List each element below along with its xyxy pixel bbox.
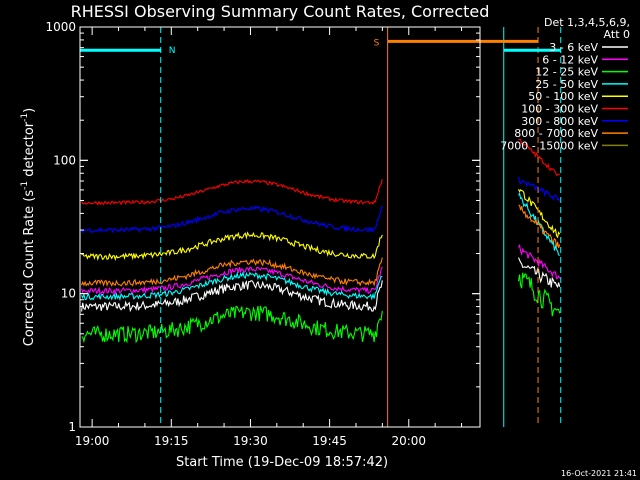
series-line-pre <box>81 266 383 296</box>
legend-label: 50 - 100 keV <box>528 90 598 103</box>
y-axis-label-part: detector <box>22 121 37 181</box>
legend-label: 3 - 6 keV <box>549 41 598 54</box>
generated-timestamp: 16-Oct-2021 21:41 <box>561 469 637 478</box>
y-axis-label-exponent: -1 <box>20 113 30 122</box>
series-line-post <box>518 138 560 177</box>
series-line-post <box>517 257 561 289</box>
series-line-pre <box>81 270 383 302</box>
series-line-post <box>518 204 561 248</box>
series-line-post <box>517 176 561 202</box>
legend-label: 6 - 12 keV <box>542 53 598 66</box>
plot-marks: NS <box>79 27 562 427</box>
flag-label-s: S <box>374 38 380 48</box>
series-line-post <box>517 272 561 317</box>
x-tick-label: 19:15 <box>154 434 189 448</box>
legend-title-line: Det 1,3,4,5,6,9, <box>544 16 630 29</box>
legend-label: 300 - 800 keV <box>521 115 598 128</box>
y-tick-label: 100 <box>53 153 76 167</box>
series-line-pre <box>81 257 383 287</box>
series-line-pre <box>81 231 383 262</box>
x-tick-label: 19:00 <box>75 434 110 448</box>
y-axis-label-part: ) <box>22 108 37 113</box>
series-line-pre <box>81 279 383 313</box>
series-line-pre <box>81 305 383 344</box>
y-axis-label-part: Corrected Count Rate (s <box>22 190 37 347</box>
y-tick-label: 1000 <box>45 20 76 34</box>
legend-label: 100 - 300 keV <box>521 103 598 116</box>
x-tick-label: 20:00 <box>391 434 426 448</box>
legend-label: 7000 - 15000 keV <box>500 139 598 152</box>
series-line-post <box>518 189 561 239</box>
x-axis-label: Start Time (19-Dec-09 18:57:42) <box>176 455 388 470</box>
x-tick-label: 19:30 <box>233 434 268 448</box>
flag-label-n: N <box>169 46 176 56</box>
y-axis-label: Corrected Count Rate (s-1 detector-1) <box>20 108 37 346</box>
x-tick-label: 19:45 <box>312 434 347 448</box>
y-tick-label: 10 <box>61 287 76 301</box>
legend-label: 12 - 25 keV <box>535 66 598 79</box>
series-line-post <box>518 243 561 280</box>
plot-frame <box>79 26 481 428</box>
axes: 1 10 100 1000 19:00 19:15 19:30 19:45 20:00 <box>45 20 480 448</box>
chart-title: RHESSI Observing Summary Count Rates, Co… <box>71 2 490 21</box>
y-tick-label: 1 <box>68 420 76 434</box>
legend-label: 800 - 7000 keV <box>514 127 598 140</box>
series-line-pre <box>81 205 383 234</box>
legend-label: 25 - 50 keV <box>535 78 598 91</box>
series-line-pre <box>81 178 383 206</box>
legend-title-line: Att 0 <box>604 28 630 41</box>
y-axis-label-exponent: -1 <box>20 181 30 190</box>
series-line-post <box>518 191 561 257</box>
